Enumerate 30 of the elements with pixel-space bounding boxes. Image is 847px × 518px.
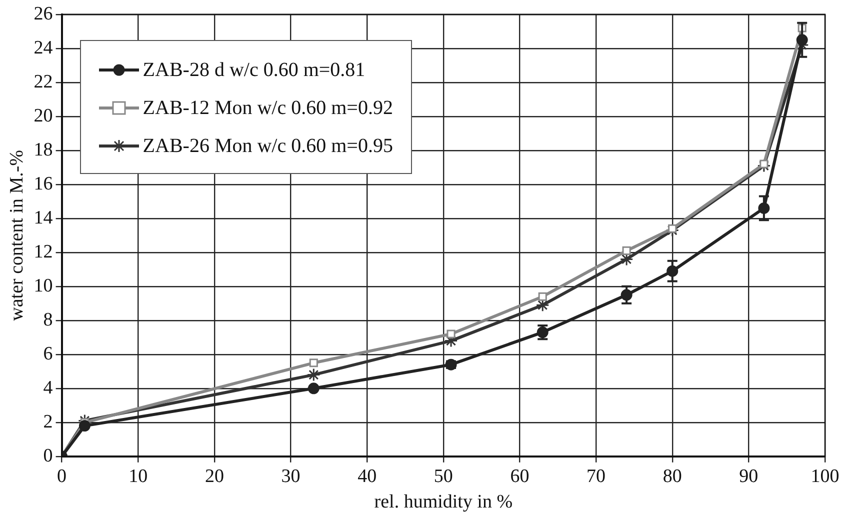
y-tick-label: 22 xyxy=(34,71,53,92)
x-tick-label: 30 xyxy=(281,466,300,487)
y-tick-label: 16 xyxy=(34,173,53,194)
y-tick-label: 14 xyxy=(34,207,54,228)
legend-label: ZAB-12 Mon w/c 0.60 m=0.92 xyxy=(142,96,393,120)
x-tick-label: 100 xyxy=(810,466,840,487)
x-tick-label: 60 xyxy=(510,466,530,487)
y-tick-label: 4 xyxy=(43,377,54,398)
y-tick-label: 10 xyxy=(34,275,53,296)
y-axis-title: water content in M.-% xyxy=(6,150,28,321)
y-tick-label: 18 xyxy=(34,139,53,160)
y-tick-label: 26 xyxy=(34,3,53,24)
y-tick-label: 8 xyxy=(43,309,53,330)
x-axis-title: rel. humidity in % xyxy=(374,492,513,513)
y-tick-label: 24 xyxy=(34,37,54,58)
x-tick-label: 70 xyxy=(586,466,606,487)
y-tick-label: 2 xyxy=(43,411,53,432)
x-tick-label: 10 xyxy=(128,466,148,487)
y-tick-label: 6 xyxy=(43,343,53,364)
x-tick-label: 90 xyxy=(739,466,758,487)
y-tick-label: 12 xyxy=(34,241,53,262)
x-tick-label: 20 xyxy=(204,466,224,487)
x-tick-label: 0 xyxy=(57,466,67,487)
x-tick-label: 50 xyxy=(434,466,453,487)
y-tick-label: 0 xyxy=(43,445,53,466)
x-tick-label: 80 xyxy=(662,466,682,487)
legend-label: ZAB-26 Mon w/c 0.60 m=0.95 xyxy=(142,134,393,158)
legend-label: ZAB-28 d w/c 0.60 m=0.81 xyxy=(142,58,366,82)
x-tick-label: 40 xyxy=(358,466,377,487)
y-tick-label: 20 xyxy=(34,105,53,126)
